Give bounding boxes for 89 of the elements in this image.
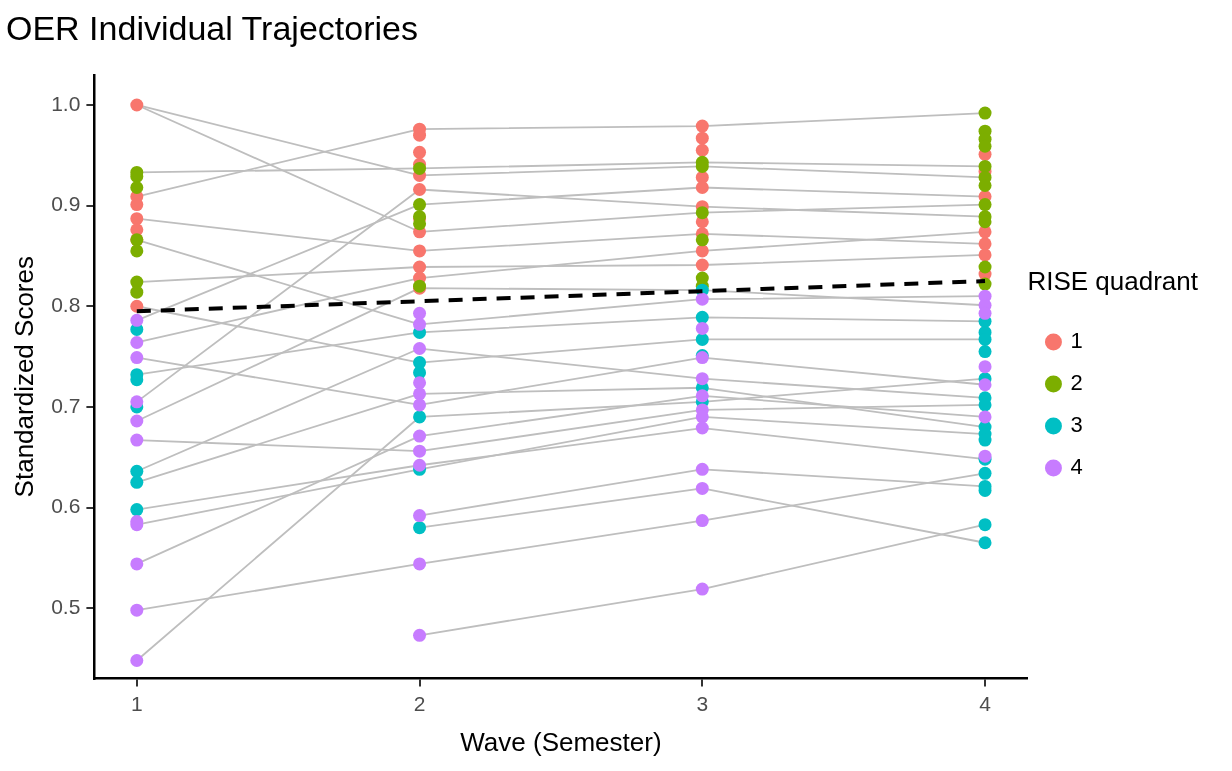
point	[695, 514, 709, 528]
x-tick-label: 1	[130, 692, 143, 715]
point	[130, 313, 144, 327]
point	[978, 378, 992, 392]
point	[695, 332, 709, 346]
point	[695, 481, 709, 495]
point	[413, 260, 427, 274]
point	[978, 198, 992, 212]
point	[695, 372, 709, 386]
point	[413, 410, 427, 424]
y-tick-label: 1.0	[51, 91, 81, 115]
point	[130, 98, 144, 112]
point	[695, 310, 709, 324]
point	[695, 462, 709, 476]
point	[695, 244, 709, 258]
point	[413, 398, 427, 412]
point	[695, 389, 709, 403]
point	[130, 503, 144, 517]
y-tick-label: 0.6	[51, 494, 81, 518]
point	[413, 306, 427, 320]
x-tick-label: 2	[413, 692, 426, 715]
point	[130, 335, 144, 349]
point	[413, 429, 427, 443]
point	[695, 292, 709, 306]
point	[695, 143, 709, 157]
point	[413, 198, 427, 212]
point	[413, 557, 427, 571]
y-axis-title: Standardized Scores	[8, 256, 39, 498]
point	[130, 198, 144, 212]
point	[695, 119, 709, 133]
x-axis-title: Wave (Semester)	[460, 726, 662, 757]
legend-label: 1	[1070, 328, 1083, 354]
point	[413, 376, 427, 390]
point	[978, 536, 992, 550]
legend-label: 2	[1070, 370, 1083, 396]
point	[130, 414, 144, 428]
point	[695, 131, 709, 145]
point	[413, 183, 427, 197]
point	[130, 557, 144, 571]
point	[695, 258, 709, 272]
point	[413, 387, 427, 401]
legend-title: RISE quadrant	[1027, 266, 1199, 297]
point	[413, 161, 427, 175]
point	[978, 360, 992, 374]
point	[413, 458, 427, 472]
point	[978, 179, 992, 192]
point	[413, 244, 427, 258]
y-tick-label: 0.5	[51, 594, 81, 618]
point	[413, 145, 427, 159]
point	[130, 212, 144, 226]
point	[978, 106, 992, 120]
point	[130, 285, 144, 299]
point	[130, 395, 144, 409]
point	[978, 345, 992, 359]
point	[695, 582, 709, 596]
point	[413, 342, 427, 356]
point	[130, 464, 144, 478]
point	[695, 206, 709, 220]
point	[978, 248, 992, 262]
point	[130, 653, 144, 667]
point	[413, 521, 427, 535]
point	[978, 260, 992, 274]
point	[130, 351, 144, 365]
point	[130, 475, 144, 489]
point	[413, 317, 427, 331]
point	[413, 628, 427, 642]
point	[978, 410, 992, 424]
point	[413, 509, 427, 523]
point	[413, 444, 427, 458]
point	[978, 237, 992, 251]
legend-label: 4	[1070, 454, 1083, 480]
point	[130, 433, 144, 447]
point	[695, 321, 709, 335]
y-tick-label: 0.7	[51, 393, 81, 417]
point	[695, 181, 709, 195]
point	[978, 518, 992, 532]
y-tick-label: 0.9	[51, 192, 81, 216]
legend-label: 3	[1070, 412, 1083, 438]
x-tick-label: 3	[696, 692, 709, 715]
point	[130, 244, 144, 258]
point	[695, 233, 709, 247]
point	[130, 181, 144, 195]
y-tick-label: 0.8	[51, 293, 81, 317]
x-tick-label: 4	[979, 692, 992, 715]
point	[130, 603, 144, 617]
chart-title: OER Individual Trajectories	[6, 8, 418, 47]
point	[978, 159, 992, 173]
point	[978, 466, 992, 480]
point	[695, 421, 709, 435]
